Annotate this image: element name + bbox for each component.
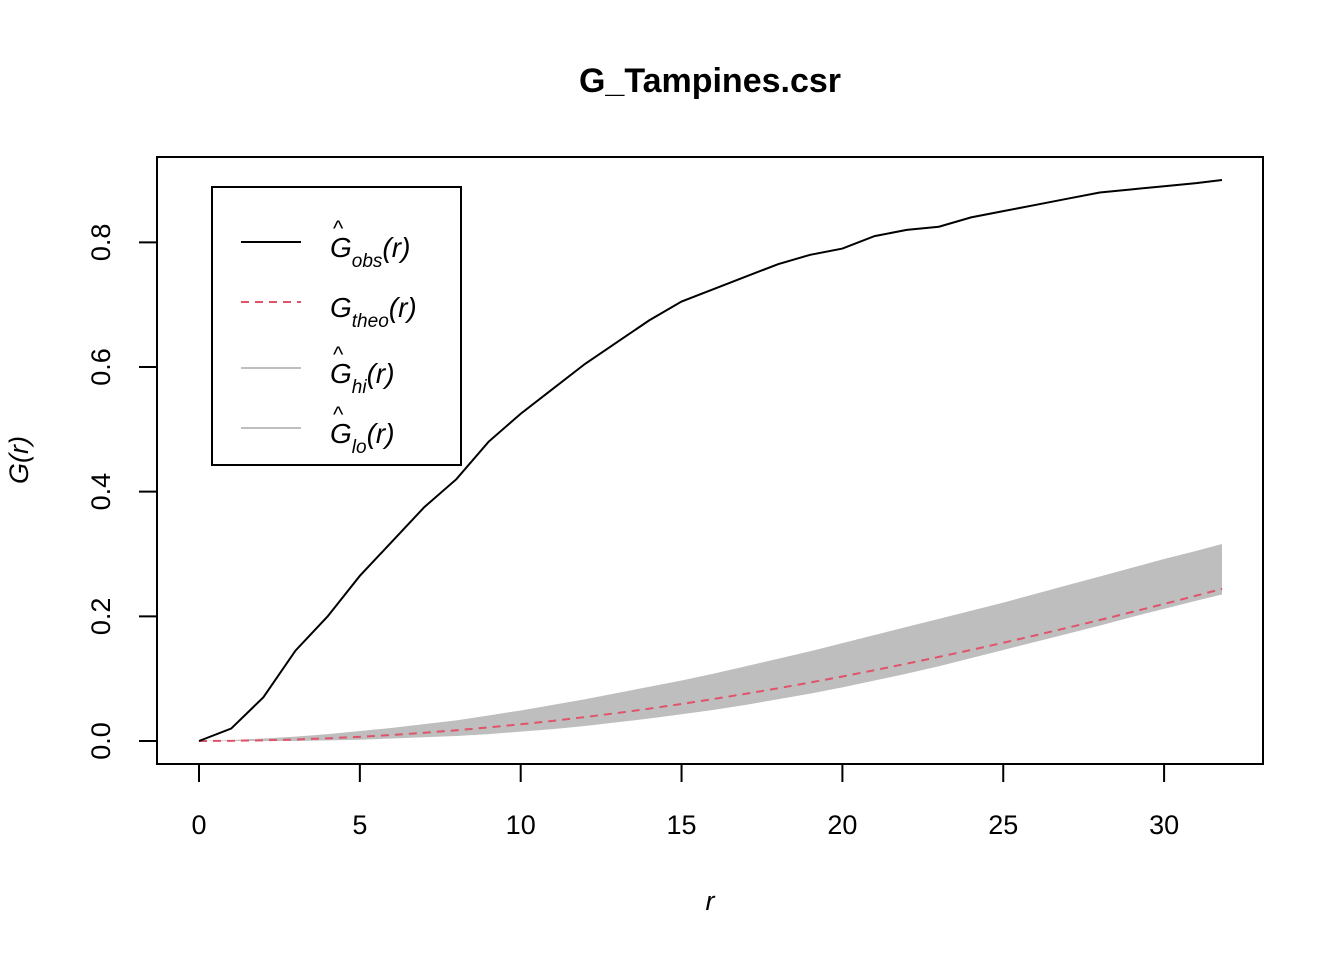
legend-item-lo: ^Glo(r) [330, 402, 395, 458]
envelope-band-layer [199, 544, 1222, 741]
x-axis: 0 5 10 15 20 25 30 [191, 763, 1179, 840]
x-tick-label: 30 [1149, 810, 1179, 840]
legend-label-hi: Ghi(r) [330, 358, 395, 398]
envelope-band [199, 544, 1222, 741]
x-tick-label: 0 [191, 810, 206, 840]
legend-hat-glyph: ^ [333, 216, 344, 241]
y-tick-label: 0.4 [86, 473, 116, 511]
y-tick-label: 0.2 [86, 598, 116, 636]
series-line-layer [198, 179, 1223, 742]
y-tick-label: 0.8 [86, 224, 116, 262]
legend-label-lo: Glo(r) [330, 418, 395, 458]
legend-item-theo: Gtheo(r) [330, 292, 417, 332]
x-axis-label: r [706, 886, 716, 916]
legend-item-hi: ^Ghi(r) [330, 342, 395, 398]
x-tick-label: 25 [988, 810, 1018, 840]
series-line-theo [198, 587, 1223, 742]
y-axis: 0.0 0.2 0.4 0.6 0.8 [86, 224, 158, 760]
series-line-obs [198, 179, 1223, 742]
legend: ^Gobs(r)Gtheo(r)^Ghi(r)^Glo(r) [211, 186, 462, 466]
y-tick-label: 0.0 [86, 722, 116, 760]
chart-title: G_Tampines.csr [579, 62, 841, 100]
x-tick-label: 10 [506, 810, 536, 840]
legend-box [211, 186, 462, 466]
legend-label-theo: Gtheo(r) [330, 292, 417, 332]
legend-label-obs: Gobs(r) [330, 232, 410, 272]
legend-hat-glyph: ^ [333, 342, 344, 367]
y-tick-label: 0.6 [86, 348, 116, 386]
legend-item-obs: ^Gobs(r) [330, 216, 410, 272]
x-tick-label: 20 [827, 810, 857, 840]
legend-hat-glyph: ^ [333, 402, 344, 427]
y-axis-label: G(r) [4, 436, 34, 484]
x-tick-label: 5 [352, 810, 367, 840]
x-tick-label: 15 [667, 810, 697, 840]
